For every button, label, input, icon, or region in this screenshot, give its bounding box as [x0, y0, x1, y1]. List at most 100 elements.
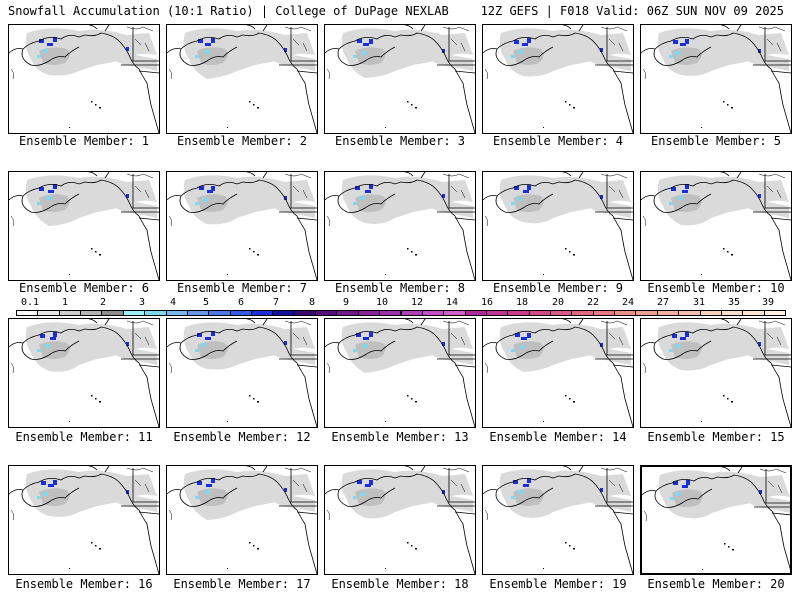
colorbar-swatch — [336, 310, 359, 316]
ensemble-member-map — [166, 171, 318, 281]
colorbar-swatch — [763, 310, 786, 316]
ensemble-member-map — [8, 24, 160, 134]
colorbar-swatch — [507, 310, 530, 316]
colorbar-tick-label: 18 — [515, 297, 529, 308]
colorbar-swatch — [16, 310, 39, 316]
colorbar-swatch — [80, 310, 103, 316]
colorbar-swatch — [229, 310, 252, 316]
colorbar-tick-label: 6 — [237, 297, 245, 308]
ensemble-member-label: Ensemble Member: 14 — [489, 430, 627, 444]
colorbar-swatch — [379, 310, 402, 316]
colorbar-swatch — [101, 310, 124, 316]
ensemble-member-map — [482, 171, 634, 281]
colorbar-swatch — [315, 310, 338, 316]
ensemble-member-map — [166, 465, 318, 575]
colorbar-swatch — [37, 310, 60, 316]
ensemble-member-label: Ensemble Member: 8 — [334, 281, 466, 295]
colorbar-swatch — [58, 310, 82, 316]
model-run-info: 12Z GEFS | F018 Valid: 06Z SUN NOV 09 20… — [480, 4, 784, 18]
ensemble-member-label: Ensemble Member: 9 — [492, 281, 624, 295]
ensemble-member-label: Ensemble Member: 2 — [176, 134, 308, 148]
colorbar-tick-label: 7 — [272, 297, 280, 308]
colorbar-tick-label: 10 — [375, 297, 389, 308]
ensemble-member-map — [166, 318, 318, 428]
colorbar-swatch — [443, 310, 466, 316]
colorbar-swatch — [464, 310, 487, 316]
colorbar-swatch — [635, 310, 658, 316]
colorbar-tick-label: 14 — [445, 297, 459, 308]
ensemble-member-label: Ensemble Member: 19 — [489, 577, 627, 591]
colorbar-swatch — [528, 310, 552, 316]
colorbar-swatch — [122, 310, 146, 316]
colorbar-swatch — [699, 310, 722, 316]
colorbar-tick-label: 5 — [202, 297, 210, 308]
colorbar-tick-label: 27 — [656, 297, 670, 308]
ensemble-member-map — [324, 24, 476, 134]
ensemble-member-label: Ensemble Member: 3 — [334, 134, 466, 148]
colorbar-swatch — [357, 310, 381, 316]
colorbar-swatch — [592, 310, 616, 316]
colorbar-tick-label: 35 — [727, 297, 741, 308]
colorbar-swatch — [186, 310, 210, 316]
colorbar-tick-label: 8 — [308, 297, 316, 308]
colorbar-swatch — [208, 310, 231, 316]
ensemble-member-map — [640, 465, 792, 575]
colorbar-tick-label: 4 — [169, 297, 177, 308]
colorbar-tick-label: 24 — [621, 297, 635, 308]
colorbar-tick-label: 2 — [99, 297, 107, 308]
colorbar-swatch — [421, 310, 445, 316]
ensemble-member-map — [640, 171, 792, 281]
ensemble-member-map — [640, 24, 792, 134]
colorbar-swatch — [250, 310, 274, 316]
colorbar-swatch — [614, 310, 637, 316]
ensemble-member-label: Ensemble Member: 4 — [492, 134, 624, 148]
ensemble-member-label: Ensemble Member: 5 — [650, 134, 782, 148]
ensemble-member-label: Ensemble Member: 1 — [18, 134, 150, 148]
ensemble-member-map — [324, 171, 476, 281]
colorbar-swatch — [485, 310, 509, 316]
colorbar-swatch — [720, 310, 744, 316]
ensemble-member-label: Ensemble Member: 12 — [173, 430, 311, 444]
ensemble-member-label: Ensemble Member: 6 — [18, 281, 150, 295]
map-title: Snowfall Accumulation (10:1 Ratio) | Col… — [8, 4, 449, 18]
colorbar-swatch — [272, 310, 295, 316]
ensemble-member-label: Ensemble Member: 15 — [647, 430, 785, 444]
colorbar-swatch — [571, 310, 594, 316]
ensemble-member-map — [640, 318, 792, 428]
ensemble-member-label: Ensemble Member: 20 — [647, 577, 785, 591]
colorbar-swatch — [165, 310, 188, 316]
ensemble-member-map — [324, 318, 476, 428]
colorbar-swatch — [656, 310, 680, 316]
colorbar-tick-label: 12 — [410, 297, 424, 308]
ensemble-member-label: Ensemble Member: 17 — [173, 577, 311, 591]
colorbar-swatch — [144, 310, 167, 316]
colorbar-swatch — [550, 310, 573, 316]
ensemble-member-map — [482, 24, 634, 134]
ensemble-member-map — [8, 465, 160, 575]
colorbar-tick-label: 0.1 — [20, 297, 40, 308]
ensemble-member-map — [482, 465, 634, 575]
ensemble-member-label: Ensemble Member: 10 — [647, 281, 785, 295]
ensemble-member-label: Ensemble Member: 13 — [331, 430, 469, 444]
colorbar-tick-label: 39 — [761, 297, 775, 308]
ensemble-member-map — [324, 465, 476, 575]
ensemble-member-map — [482, 318, 634, 428]
colorbar-tick-label: 3 — [138, 297, 146, 308]
colorbar-swatch — [400, 310, 423, 316]
colorbar-tick-label: 9 — [342, 297, 350, 308]
colorbar-swatch — [742, 310, 765, 316]
colorbar-tick-label: 20 — [551, 297, 565, 308]
ensemble-member-label: Ensemble Member: 18 — [331, 577, 469, 591]
colorbar-swatch — [293, 310, 317, 316]
colorbar-tick-label: 22 — [586, 297, 600, 308]
ensemble-member-label: Ensemble Member: 16 — [15, 577, 153, 591]
ensemble-member-map — [8, 171, 160, 281]
colorbar-swatch — [678, 310, 701, 316]
ensemble-member-label: Ensemble Member: 11 — [15, 430, 153, 444]
colorbar-tick-label: 1 — [61, 297, 69, 308]
ensemble-member-label: Ensemble Member: 7 — [176, 281, 308, 295]
colorbar-tick-label: 16 — [480, 297, 494, 308]
ensemble-member-map — [166, 24, 318, 134]
ensemble-member-map — [8, 318, 160, 428]
colorbar-tick-label: 31 — [692, 297, 706, 308]
